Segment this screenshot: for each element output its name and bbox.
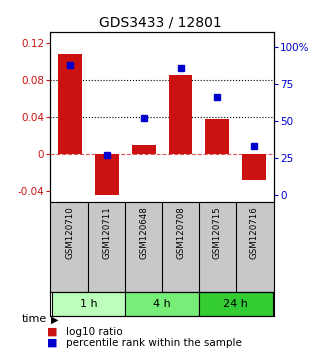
- Text: GSM120711: GSM120711: [102, 206, 111, 259]
- Text: GSM120648: GSM120648: [139, 206, 148, 259]
- Bar: [58, 54, 82, 154]
- Text: percentile rank within the sample: percentile rank within the sample: [66, 338, 242, 348]
- Text: ■: ■: [47, 327, 57, 337]
- Bar: [125, 292, 199, 316]
- Text: GSM120716: GSM120716: [250, 206, 259, 259]
- Bar: [199, 292, 273, 316]
- Bar: [95, 154, 119, 195]
- Text: time: time: [21, 314, 47, 324]
- Text: GSM120708: GSM120708: [176, 206, 185, 259]
- Bar: [52, 292, 125, 316]
- Text: log10 ratio: log10 ratio: [66, 327, 122, 337]
- Text: 1 h: 1 h: [80, 299, 97, 309]
- Bar: [242, 154, 266, 179]
- Bar: [205, 119, 229, 154]
- Text: GSM120715: GSM120715: [213, 206, 222, 259]
- Text: ▶: ▶: [51, 314, 59, 324]
- Bar: [169, 75, 193, 154]
- Text: GDS3433 / 12801: GDS3433 / 12801: [99, 16, 222, 30]
- Text: 4 h: 4 h: [153, 299, 171, 309]
- Text: GSM120710: GSM120710: [65, 206, 74, 259]
- Text: 24 h: 24 h: [223, 299, 248, 309]
- Text: ■: ■: [47, 338, 57, 348]
- Bar: [132, 144, 156, 154]
